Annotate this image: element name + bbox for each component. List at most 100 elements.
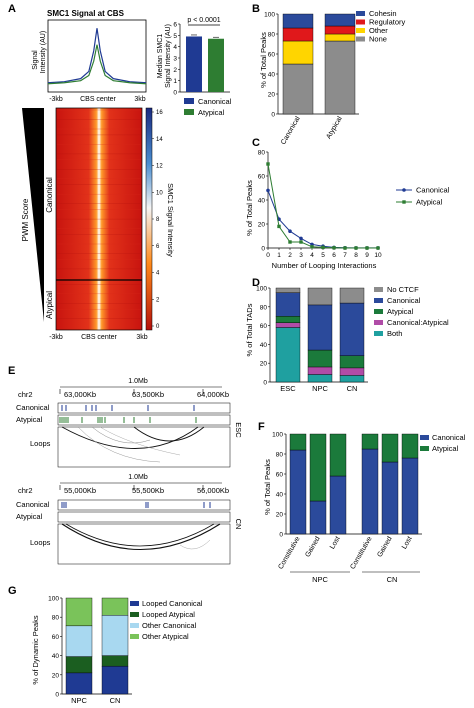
- d-legend-swatch: [374, 309, 383, 314]
- bchart-ytick-label: 20: [268, 92, 276, 99]
- g-legend-label: Other Atypical: [142, 632, 189, 641]
- c-xtick-label: 1: [277, 252, 281, 259]
- heatmap-row-atypical: Atypical: [45, 291, 54, 319]
- gchart-ytick-label: 20: [52, 672, 60, 679]
- d-legend-label: Canonical:Atypical: [387, 318, 449, 327]
- c-xtick-label: 4: [310, 252, 314, 259]
- profile-xtick-right: 3kb: [134, 96, 145, 103]
- e1-loop-arc: [91, 426, 151, 444]
- c-point-atypical: [321, 245, 325, 250]
- c-xtick-label: 9: [365, 252, 369, 259]
- dchart-segment-no-ctcf: [339, 287, 365, 304]
- e1-ticklabel-3: 64,000Kb: [197, 390, 229, 399]
- c-point-canonical: [288, 229, 292, 233]
- fchart-segment-atypical: [381, 433, 399, 463]
- dchart-segment-both: [275, 327, 301, 383]
- dchart-category-label: NPC: [312, 384, 328, 393]
- e1-row-loops: Loops: [30, 439, 51, 448]
- abar-atypical: [208, 38, 224, 92]
- d-legend-swatch: [374, 320, 383, 325]
- e1-loops-track: [57, 426, 231, 468]
- e1-canonical-track: [57, 402, 231, 414]
- legend-canonical-swatch: [184, 98, 194, 104]
- e1-loop-arc: [61, 426, 199, 449]
- e1-ticklabel-1: 63,000Kb: [64, 390, 96, 399]
- d-legend-label: No CTCF: [387, 285, 419, 294]
- gchart-ytick-label: 40: [52, 653, 60, 660]
- gchart-segment-other-canonical: [65, 625, 93, 657]
- profile-line-canonical: [47, 28, 147, 84]
- c-point-atypical: [332, 246, 336, 250]
- c-point-atypical: [288, 240, 292, 244]
- g-legend-label: Looped Canonical: [142, 599, 203, 608]
- pvalue-label: p < 0.0001: [187, 17, 220, 24]
- c-point-atypical: [299, 240, 303, 244]
- dchart-segment-canonical: [275, 292, 301, 317]
- e1-row-atypical: Atypical: [16, 415, 43, 424]
- panel-c-xlabel: Number of Looping Interactions: [272, 261, 377, 270]
- d-legend-swatch: [374, 287, 383, 292]
- fchart-segment-atypical: [289, 433, 307, 451]
- abar-ytick-label: 1: [173, 78, 177, 85]
- panel-g: G 0 20 40 60 80 100 NPC CN Looped Canonical Loope…: [8, 585, 203, 705]
- f-group-npc: NPC: [312, 575, 328, 584]
- c-point-atypical: [310, 245, 314, 249]
- panel-g-ylabel: % of Dynamic Peaks: [31, 615, 40, 684]
- bchart-segment-cohesin: [324, 13, 356, 27]
- b-legend-swatch: [356, 19, 365, 25]
- b-legend-swatch: [356, 36, 365, 42]
- e1-loop-arc: [77, 426, 161, 463]
- dchart-ytick-label: 20: [260, 361, 268, 368]
- bchart-segment-other: [324, 33, 356, 42]
- fchart-category-label: Gained: [304, 535, 321, 558]
- heatmap-streaks: [57, 109, 141, 319]
- panel-c-letter: C: [252, 137, 260, 149]
- colorbar-label: SMC1 Signal Intensity: [166, 183, 175, 257]
- panel-d-chart: 0 20 40 60 80 100 ESC NPC CN No CTCF Canonical Atyp…: [256, 285, 449, 393]
- fchart-segment-canonical: [381, 461, 399, 535]
- c-point-atypical: [277, 224, 281, 229]
- bchart-category-label: Canonical: [280, 115, 302, 146]
- e1-loop-arc: [133, 426, 205, 442]
- colorbar-tick-label: 0: [156, 324, 160, 330]
- dchart-segment-no-ctcf: [275, 287, 301, 293]
- profile-ylabel: SignalIntensity (AU): [32, 31, 47, 73]
- c-point-atypical: [365, 246, 369, 250]
- c-ytick-label: 40: [258, 198, 266, 205]
- b-legend-label: Regulatory: [369, 18, 406, 27]
- gchart-segment-looped-atypical: [65, 656, 93, 674]
- bchart-segment-none: [282, 63, 314, 115]
- g-legend-label: Looped Atypical: [142, 610, 195, 619]
- abar-ytick-label: 3: [173, 56, 177, 63]
- panel-f-ylabel: % of Total Peaks: [263, 459, 272, 515]
- dchart-segment-atypical: [339, 355, 365, 369]
- e1-cell-label: ESC: [234, 422, 243, 438]
- b-legend-label: Other: [369, 26, 388, 35]
- panel-e-letter: E: [8, 365, 15, 377]
- c-xtick-label: 0: [266, 252, 270, 259]
- fchart-ytick-label: 60: [276, 472, 284, 479]
- e2-row-loops: Loops: [30, 538, 51, 547]
- panel-b-chart: 0 20 40 60 80 100 Canonical Atypical CohesinRegu…: [264, 9, 405, 146]
- d-legend-label: Canonical: [387, 296, 421, 305]
- fchart-segment-atypical: [361, 433, 379, 450]
- e2-canonical-track: [57, 499, 231, 511]
- dchart-segment-canonical-atypical: [275, 322, 301, 328]
- dchart-ytick-label: 100: [256, 286, 267, 293]
- gchart-ytick-label: 80: [52, 615, 60, 622]
- colorbar-tick-label: 12: [156, 164, 163, 170]
- c-xtick-label: 10: [374, 252, 382, 259]
- abar-canonical: [186, 36, 202, 92]
- e1-peak-marks: [59, 405, 197, 423]
- c-line-atypical: [267, 163, 378, 249]
- panel-g-chart: 0 20 40 60 80 100 NPC CN Looped Canonical Looped …: [48, 596, 203, 706]
- bchart-segment-regulatory: [324, 25, 356, 35]
- f-group-cn: CN: [387, 575, 398, 584]
- bchart-segment-none: [324, 40, 356, 115]
- e1-loop-arcs: [61, 426, 205, 463]
- c-xtick-label: 6: [332, 252, 336, 259]
- legend-atypical-swatch: [184, 109, 194, 115]
- e1-row-canonical: Canonical: [16, 403, 50, 412]
- f-legend-label: Atypical: [432, 444, 459, 453]
